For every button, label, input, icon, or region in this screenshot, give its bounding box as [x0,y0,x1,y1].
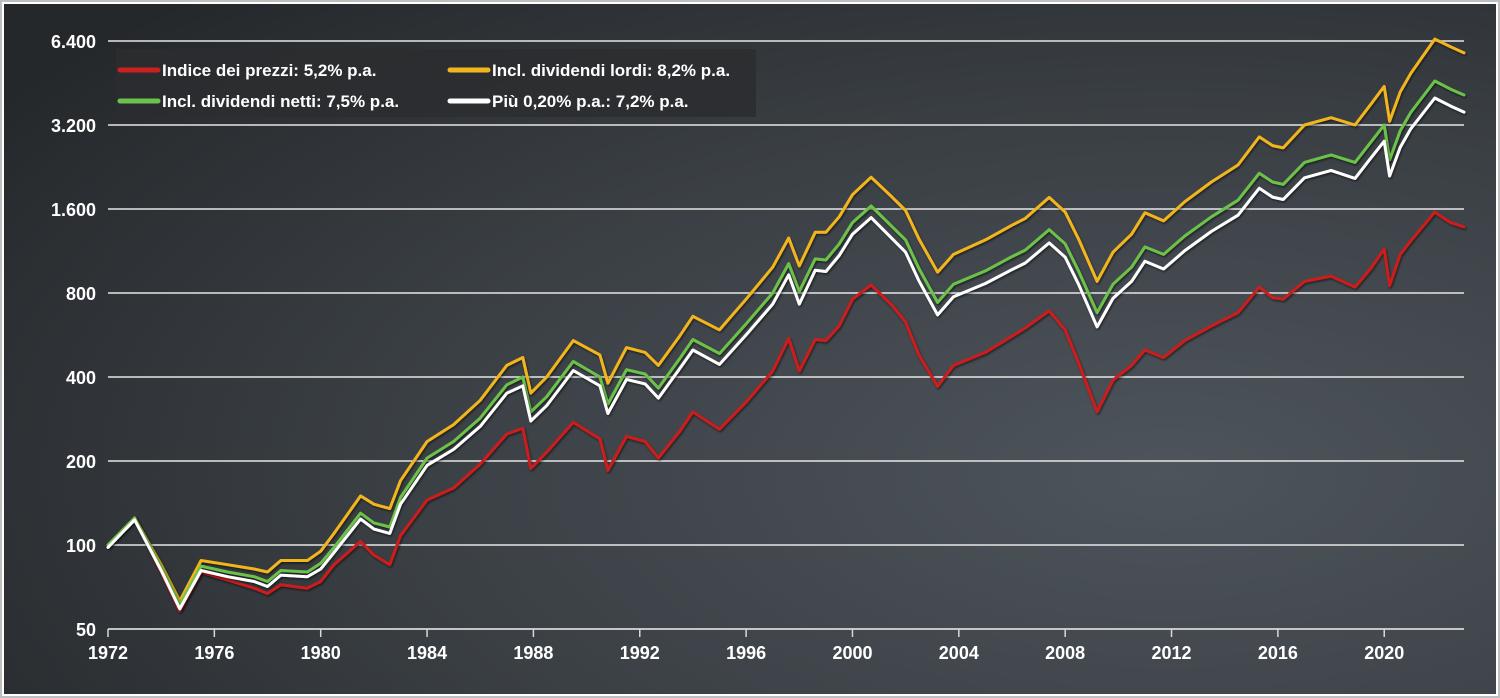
series-line-3 [106,79,1466,607]
x-tick-label: 1988 [513,643,553,663]
x-tick-label: 2020 [1364,643,1404,663]
x-tick-label: 1976 [194,643,234,663]
legend: Indice dei prezzi: 5,2% p.a. Incl. divide… [116,49,756,117]
axes: 50 100 200 400 800 1.600 3.200 6.400 1972 1976 198… [51,32,1464,663]
series-line-4 [106,96,1466,611]
x-tick-label: 2004 [939,643,979,663]
x-tick-label: 1984 [407,643,447,663]
x-tick-label: 1980 [301,643,341,663]
x-tick-label: 2008 [1045,643,1085,663]
y-tick-label: 100 [66,536,96,556]
series-line-2 [106,37,1466,603]
legend-box [116,49,756,117]
series-line-1 [106,210,1466,613]
legend-label: Incl. dividendi lordi: 8,2% p.a. [492,61,730,80]
x-tick-label: 1992 [620,643,660,663]
legend-label: Più 0,20% p.a.: 7,2% p.a. [492,92,689,111]
legend-label: Incl. dividendi netti: 7,5% p.a. [162,92,399,111]
y-tick-label: 1.600 [51,200,96,220]
series-lines [106,37,1466,613]
y-tick-label: 6.400 [51,32,96,52]
x-tick-label: 2000 [832,643,872,663]
legend-label: Indice dei prezzi: 5,2% p.a. [162,61,376,80]
y-tick-label: 50 [76,620,96,640]
y-tick-label: 3.200 [51,116,96,136]
x-tick-label: 2012 [1152,643,1192,663]
y-tick-label: 400 [66,368,96,388]
y-tick-label: 200 [66,452,96,472]
x-tick-label: 2016 [1258,643,1298,663]
line-chart: 50 100 200 400 800 1.600 3.200 6.400 1972 1976 198… [4,4,1496,694]
x-tick-label: 1996 [726,643,766,663]
y-tick-label: 800 [66,284,96,304]
x-tick-label: 1972 [88,643,128,663]
plot-background [4,4,1496,694]
